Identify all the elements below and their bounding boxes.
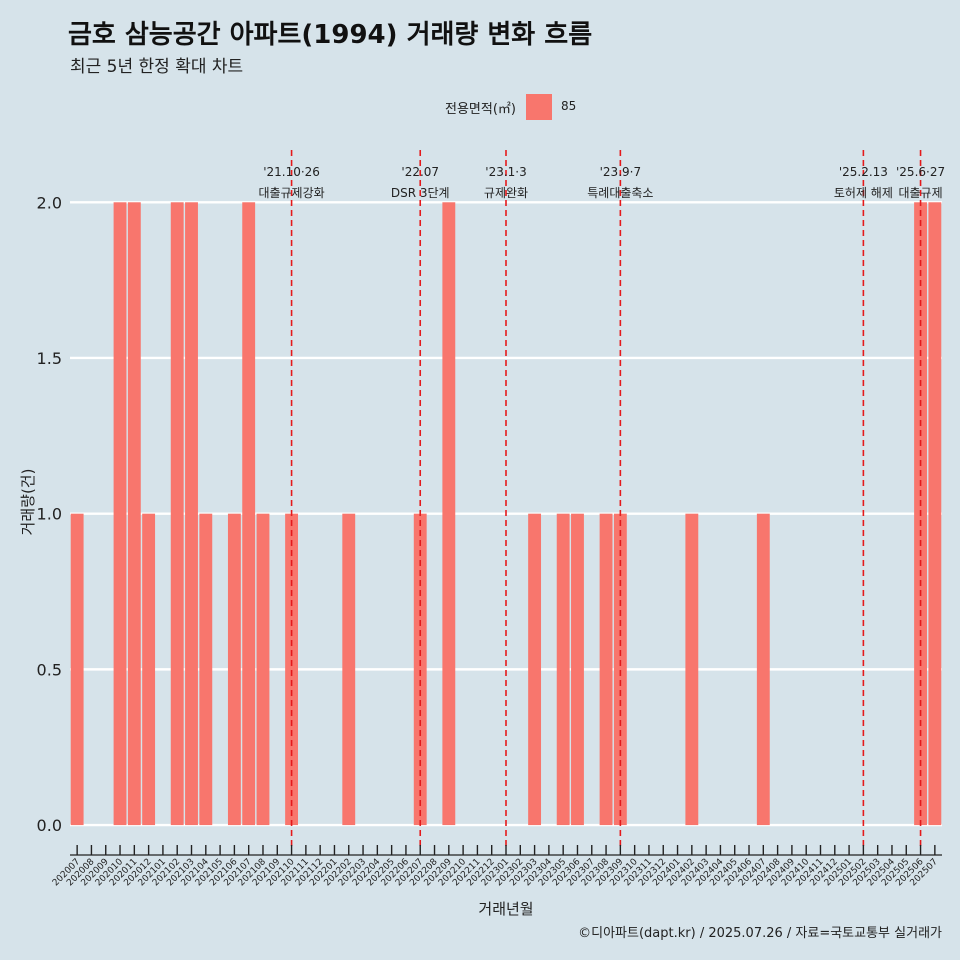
event-label: 토허제 해제 <box>834 186 893 200</box>
bar-202202 <box>342 513 356 826</box>
chart-title: 금호 삼능공간 아파트(1994) 거래량 변화 흐름 <box>68 20 593 50</box>
y-axis-title: 거래량(건) <box>19 469 37 536</box>
event-markers: '21.10·26 대출규제강화 '22.07 DSR 3단계 '23.1·3 규제완화 '… <box>258 150 945 850</box>
event-date: '23.1·3 <box>485 165 526 179</box>
y-tick-label: 0.5 <box>37 660 62 679</box>
bar-202106 <box>227 513 241 826</box>
bar-202102 <box>170 202 184 826</box>
legend-label: 85 <box>561 99 577 113</box>
bar-202507 <box>928 202 942 826</box>
legend-title: 전용면적(㎡) <box>445 102 516 117</box>
bar-202012 <box>142 513 156 826</box>
bar-202407 <box>756 513 770 826</box>
event-date: '22.07 <box>401 165 439 179</box>
legend: 전용면적(㎡) 85 <box>0 92 960 122</box>
event-date: '25.2.13 <box>839 165 888 179</box>
event-label: 대출규제 <box>898 186 942 200</box>
bar-202007 <box>70 513 84 826</box>
event-label: 규제완화 <box>484 186 528 200</box>
legend-color-key <box>526 94 552 120</box>
bar-202108 <box>256 513 270 826</box>
x-axis: 2020072020082020092020102020112020122021… <box>51 845 942 888</box>
y-tick-label: 0.0 <box>37 816 62 835</box>
bar-202305 <box>556 513 570 826</box>
bar-202104 <box>199 513 213 826</box>
x-axis-title: 거래년월 <box>478 900 533 918</box>
y-tick-label: 2.0 <box>37 193 62 212</box>
bar-202103 <box>185 202 198 826</box>
source-caption: ©디아파트(dapt.kr) / 2025.07.26 / 자료=국토교통부 실… <box>578 926 942 941</box>
bars <box>70 202 942 826</box>
bar-202011 <box>127 202 141 826</box>
event-label: DSR 3단계 <box>391 186 450 200</box>
y-tick-label: 1.5 <box>37 349 62 368</box>
bar-202309 <box>613 513 627 826</box>
bar-202010 <box>113 202 127 826</box>
chart-subtitle: 최근 5년 한정 확대 차트 <box>70 57 244 77</box>
bar-202209 <box>442 202 456 826</box>
y-tick-label: 1.0 <box>37 505 62 524</box>
event-label: 대출규제강화 <box>258 186 324 200</box>
bar-202402 <box>685 513 699 826</box>
event-date: '23.9·7 <box>600 165 641 179</box>
bar-202308 <box>599 513 613 826</box>
event-label: 특례대출축소 <box>587 186 653 200</box>
bar-202107 <box>242 202 256 826</box>
bar-202207 <box>413 513 427 826</box>
bar-202110 <box>285 513 299 826</box>
event-date: '21.10·26 <box>263 165 320 179</box>
event-date: '25.6·27 <box>896 165 945 179</box>
y-axis: 0.0 0.5 1.0 1.5 2.0 <box>37 193 62 835</box>
bar-202306 <box>571 513 584 826</box>
bar-202303 <box>528 513 542 826</box>
